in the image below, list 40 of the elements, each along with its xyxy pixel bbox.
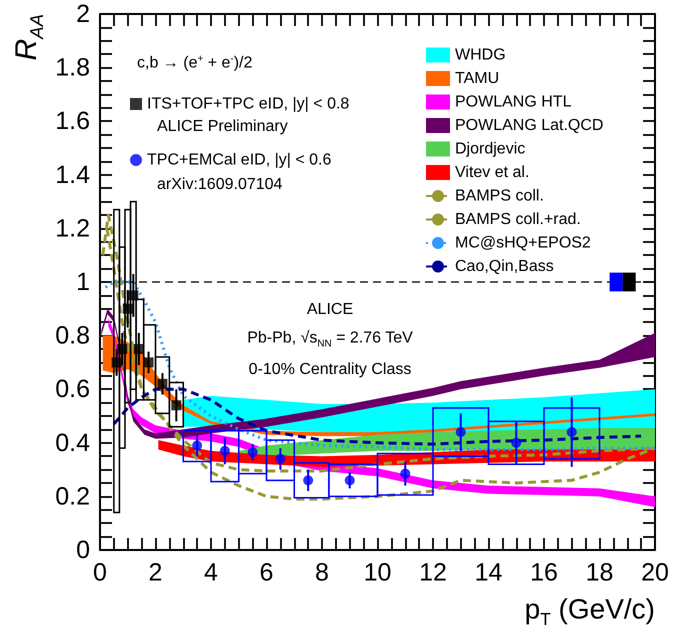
annotation: ALICE Preliminary bbox=[157, 118, 288, 135]
y-tick-label: 1.6 bbox=[55, 107, 90, 136]
x-axis-title: p$_{T}$ (GeV/c) bbox=[524, 594, 655, 630]
annotation: 0-10% Centrality Class bbox=[248, 361, 412, 378]
y-tick-label: 0 bbox=[76, 536, 90, 564]
y-tick-label: 1.4 bbox=[55, 160, 90, 189]
annotation: c,b → (e$^{+}$ + e$^{-}$)/2 bbox=[137, 53, 252, 72]
x-tick-label: 16 bbox=[530, 558, 558, 586]
y-tick-label: 0.4 bbox=[55, 428, 90, 457]
x-tick-label: 20 bbox=[641, 558, 669, 586]
legend-label: Vitev et al. bbox=[455, 164, 530, 181]
legend-label: POWLANG HTL bbox=[455, 94, 572, 110]
y-tick-label: 2 bbox=[76, 0, 90, 28]
x-tick-label: 12 bbox=[419, 558, 447, 586]
legend-label: TPC+EMCal eID, |y| < 0.6 bbox=[147, 152, 332, 168]
annotation: Pb-Pb, √s$_{NN}$ = 2.76 TeV bbox=[247, 329, 413, 350]
y-tick-label: 0.2 bbox=[55, 482, 90, 510]
x-tick-label: 6 bbox=[260, 558, 274, 586]
x-tick-label: 8 bbox=[315, 558, 329, 586]
y-tick-label: 0.8 bbox=[55, 322, 90, 350]
y-tick-label: 1.2 bbox=[55, 214, 90, 242]
legend-label: Cao,Qin,Bass bbox=[455, 258, 554, 275]
y-tick-label: 0.6 bbox=[55, 375, 90, 404]
x-tick-label: 10 bbox=[364, 558, 392, 586]
legend-label: TAMU bbox=[455, 70, 500, 87]
legend-label: MC@sHQ+EPOS2 bbox=[455, 234, 591, 252]
annotation: arXiv:1609.07104 bbox=[157, 176, 282, 193]
legend-label: BAMPS coll. bbox=[455, 188, 544, 204]
legend-label: Djordjevic bbox=[455, 140, 526, 158]
x-tick-label: 18 bbox=[586, 558, 614, 586]
x-tick-label: 2 bbox=[148, 558, 162, 586]
y-tick-label: 1.8 bbox=[55, 54, 90, 82]
y-tick-label: 1 bbox=[76, 268, 90, 296]
x-tick-label: 14 bbox=[474, 558, 502, 586]
legend-label: BAMPS coll.+rad. bbox=[455, 211, 581, 228]
x-tick-label: 4 bbox=[204, 558, 218, 586]
legend-label: ITS+TOF+TPC eID, |y| < 0.8 bbox=[147, 96, 350, 112]
annotation: ALICE bbox=[306, 301, 354, 318]
legend-label: POWLANG Lat.QCD bbox=[455, 117, 604, 134]
legend-label: WHDG bbox=[455, 46, 506, 64]
